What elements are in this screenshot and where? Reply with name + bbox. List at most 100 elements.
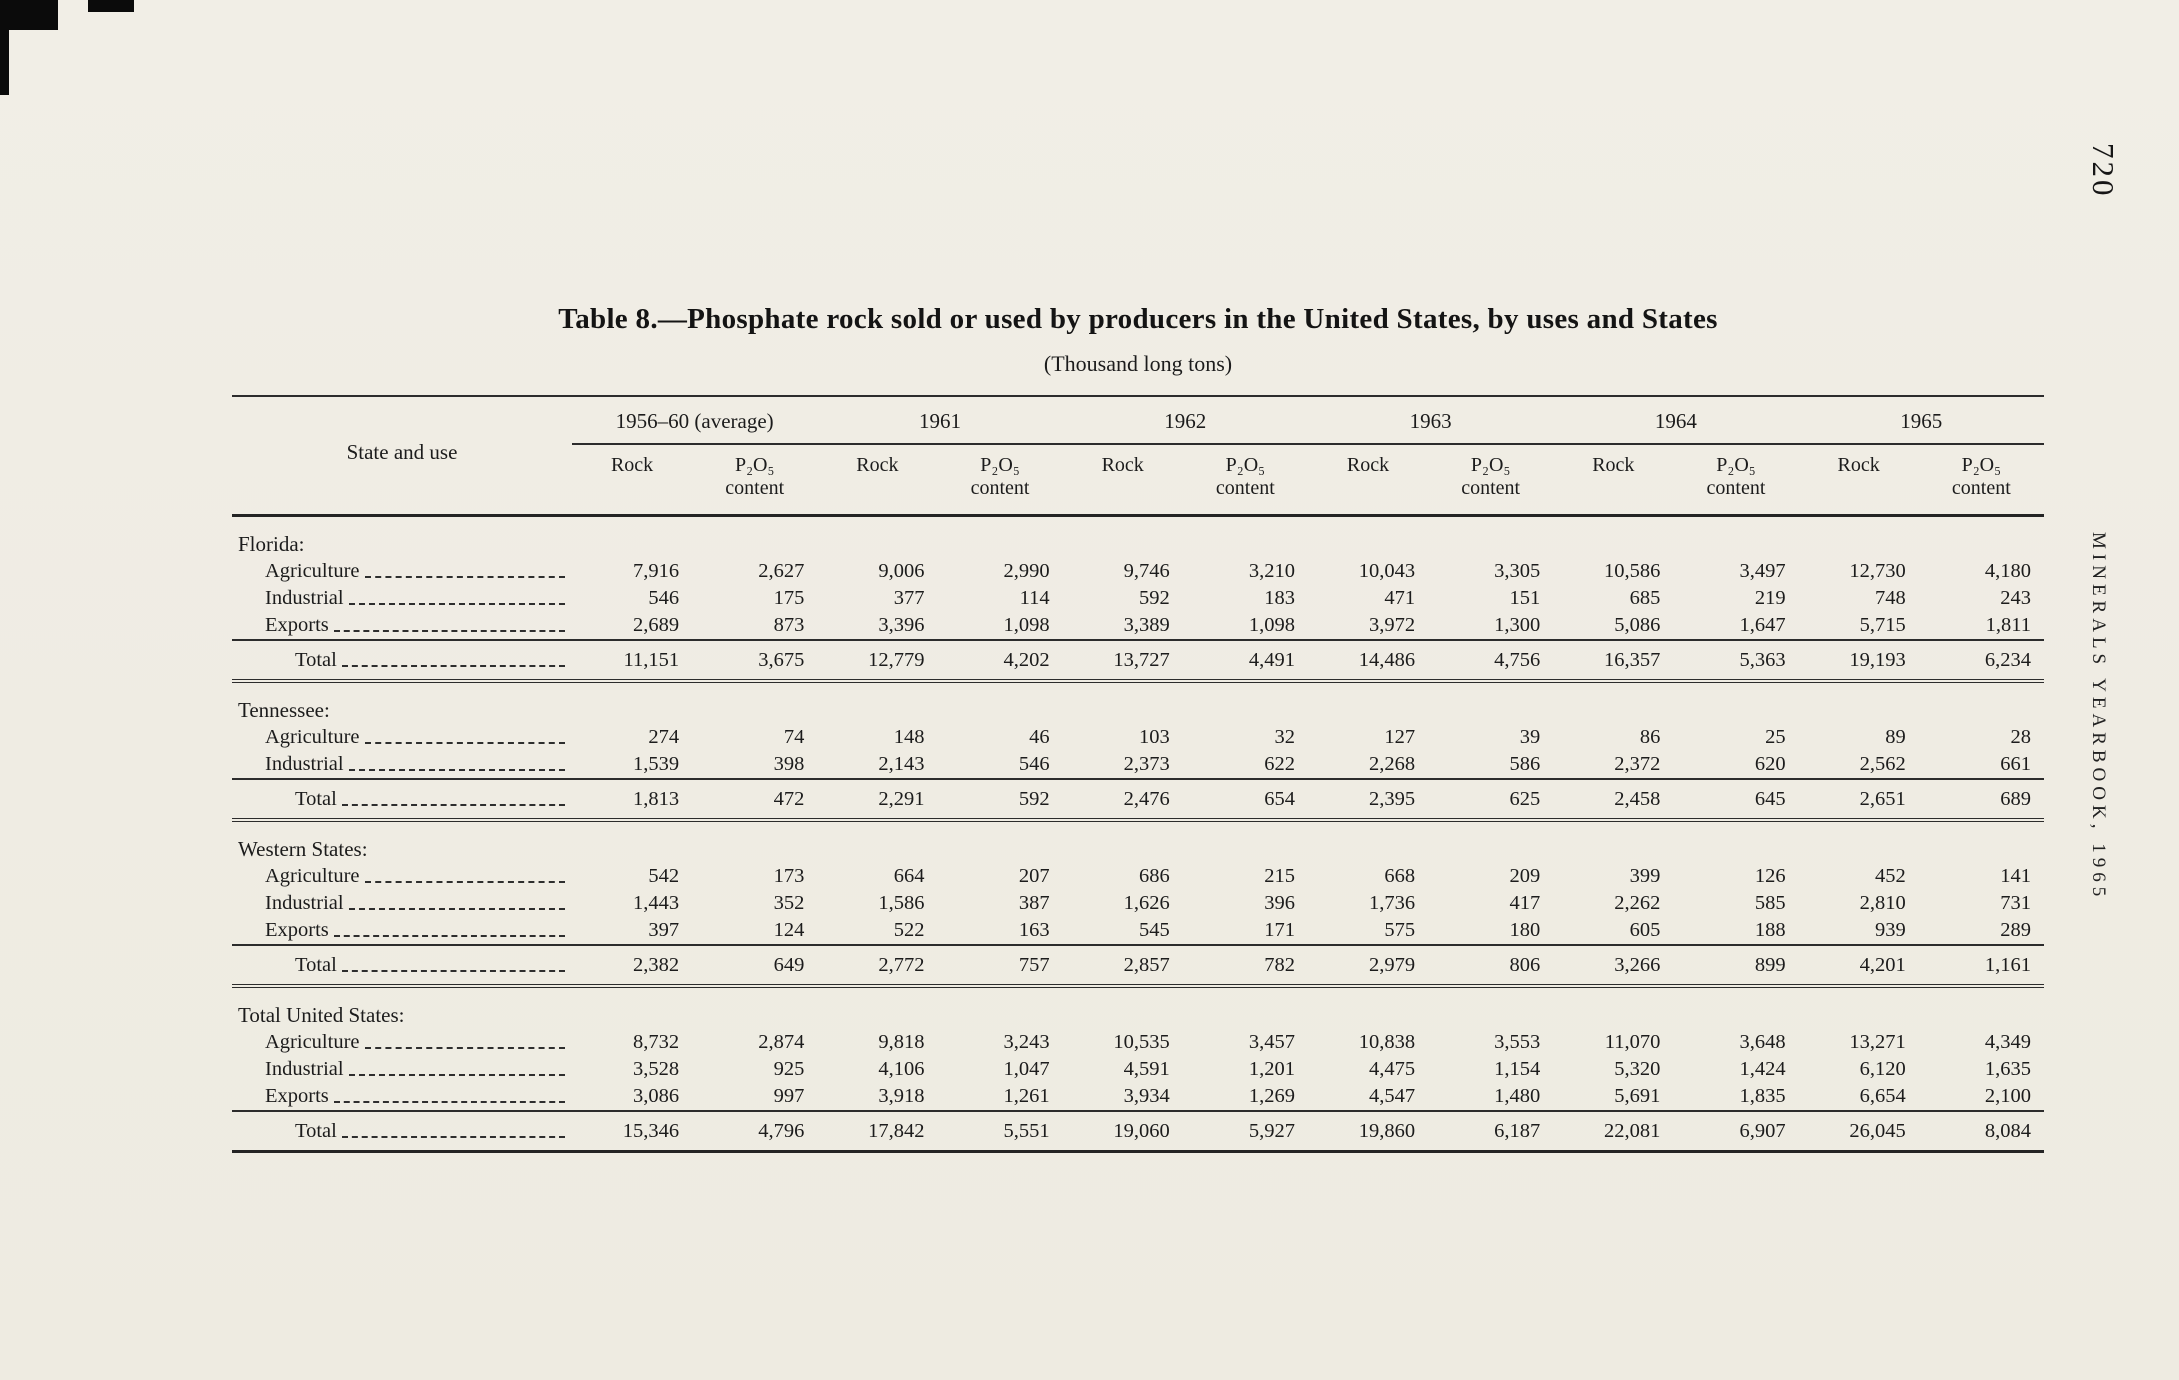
value-cell: 417	[1509, 892, 1541, 914]
row-stub: Agriculture	[232, 1029, 572, 1056]
value-cell: 215	[1264, 865, 1295, 887]
rock-header: Rock	[817, 444, 938, 517]
value-cell: 32	[1274, 726, 1295, 748]
value-cell: 2,562	[1859, 753, 1906, 775]
dotted-leader	[348, 908, 565, 910]
value-cell: 6,654	[1859, 1085, 1906, 1107]
dotted-leader	[333, 1101, 565, 1103]
value-cell: 86	[1639, 726, 1661, 748]
value-cell: 522	[893, 919, 925, 941]
value-cell: 575	[1384, 919, 1416, 941]
value-cell: 3,266	[1553, 944, 1674, 988]
value-cell: 1,813	[572, 778, 693, 822]
value-cell: 2,772	[817, 944, 938, 988]
value-cell: 9,006	[878, 560, 925, 582]
value-cell: 141	[2000, 865, 2031, 887]
value-cell: 89	[1885, 726, 1906, 748]
year-header: 1964	[1553, 396, 1799, 445]
value-cell: 12,730	[1849, 560, 1906, 582]
value-cell: 148	[893, 726, 925, 748]
value-cell: 1,736	[1368, 892, 1416, 914]
value-cell: 686	[1139, 865, 1170, 887]
group-name: Tennessee:	[238, 698, 330, 722]
value-cell: 661	[2000, 753, 2031, 775]
year-header: 1965	[1798, 396, 2044, 445]
value-cell: 782	[1182, 944, 1308, 988]
value-cell: 25	[1765, 726, 1786, 748]
value-cell: 10,838	[1358, 1031, 1416, 1053]
value-cell: 10,043	[1358, 560, 1416, 582]
value-cell: 1,261	[1003, 1085, 1050, 1107]
value-cell: 1,539	[632, 753, 680, 775]
value-cell: 5,927	[1182, 1110, 1308, 1153]
value-cell: 3,243	[1003, 1031, 1050, 1053]
value-cell: 4,180	[1984, 560, 2031, 582]
value-cell: 4,475	[1368, 1058, 1416, 1080]
value-cell: 9,818	[878, 1031, 925, 1053]
value-cell: 13,727	[1062, 639, 1183, 683]
value-cell: 586	[1509, 753, 1541, 775]
value-cell: 274	[648, 726, 680, 748]
value-cell: 668	[1384, 865, 1416, 887]
value-cell: 175	[773, 587, 805, 609]
value-cell: 4,591	[1123, 1058, 1170, 1080]
value-cell: 11,070	[1604, 1031, 1661, 1053]
value-cell: 6,234	[1918, 639, 2044, 683]
value-cell: 2,458	[1553, 778, 1674, 822]
value-cell: 126	[1754, 865, 1786, 887]
value-cell: 352	[773, 892, 805, 914]
row-stub: Agriculture	[232, 558, 572, 585]
dotted-leader	[348, 1074, 565, 1076]
value-cell: 620	[1754, 753, 1786, 775]
value-cell: 243	[2000, 587, 2031, 609]
value-cell: 2,382	[572, 944, 693, 988]
total-row-label: Total	[295, 1120, 337, 1142]
value-cell: 625	[1428, 778, 1554, 822]
row-label: Agriculture	[265, 1031, 360, 1053]
value-cell: 2,476	[1062, 778, 1183, 822]
value-cell: 207	[1018, 865, 1050, 887]
value-cell: 11,151	[572, 639, 693, 683]
value-cell: 3,396	[878, 614, 925, 636]
value-cell: 452	[1874, 865, 1906, 887]
value-cell: 2,689	[632, 614, 680, 636]
value-cell: 127	[1384, 726, 1416, 748]
table-subtitle: (Thousand long tons)	[1043, 351, 1233, 376]
value-cell: 5,715	[1859, 614, 1906, 636]
value-cell: 2,990	[1003, 560, 1050, 582]
value-cell: 9,746	[1123, 560, 1170, 582]
value-cell: 622	[1264, 753, 1295, 775]
value-cell: 397	[648, 919, 680, 941]
row-label: Industrial	[265, 753, 344, 775]
value-cell: 3,675	[692, 639, 818, 683]
value-cell: 377	[893, 587, 925, 609]
value-cell: 3,918	[878, 1085, 925, 1107]
value-cell: 2,395	[1307, 778, 1429, 822]
value-cell: 1,647	[1739, 614, 1786, 636]
row-stub: Total	[232, 1110, 572, 1153]
p2o5-content-header: P₂O₅ content	[1428, 444, 1554, 517]
value-cell: 585	[1754, 892, 1786, 914]
dotted-leader	[364, 881, 565, 883]
value-cell: 2,291	[817, 778, 938, 822]
value-cell: 387	[1018, 892, 1050, 914]
value-cell: 1,098	[1003, 614, 1050, 636]
rock-header: Rock	[1798, 444, 1919, 517]
value-cell: 939	[1874, 919, 1906, 941]
p2o5-content-header: P₂O₅ content	[937, 444, 1063, 517]
row-stub: Total	[232, 639, 572, 683]
value-cell: 151	[1509, 587, 1541, 609]
dotted-leader	[333, 935, 565, 937]
table-title: Table 8.—Phosphate rock sold or used by …	[558, 303, 1718, 335]
value-cell: 103	[1139, 726, 1170, 748]
dotted-leader	[364, 742, 565, 744]
value-cell: 1,626	[1123, 892, 1170, 914]
value-cell: 4,349	[1984, 1031, 2031, 1053]
value-cell: 2,268	[1368, 753, 1416, 775]
dotted-leader	[364, 576, 565, 578]
dotted-leader	[341, 1136, 565, 1138]
value-cell: 757	[937, 944, 1063, 988]
value-cell: 2,651	[1798, 778, 1919, 822]
dotted-leader	[348, 603, 565, 605]
value-cell: 4,796	[692, 1110, 818, 1153]
